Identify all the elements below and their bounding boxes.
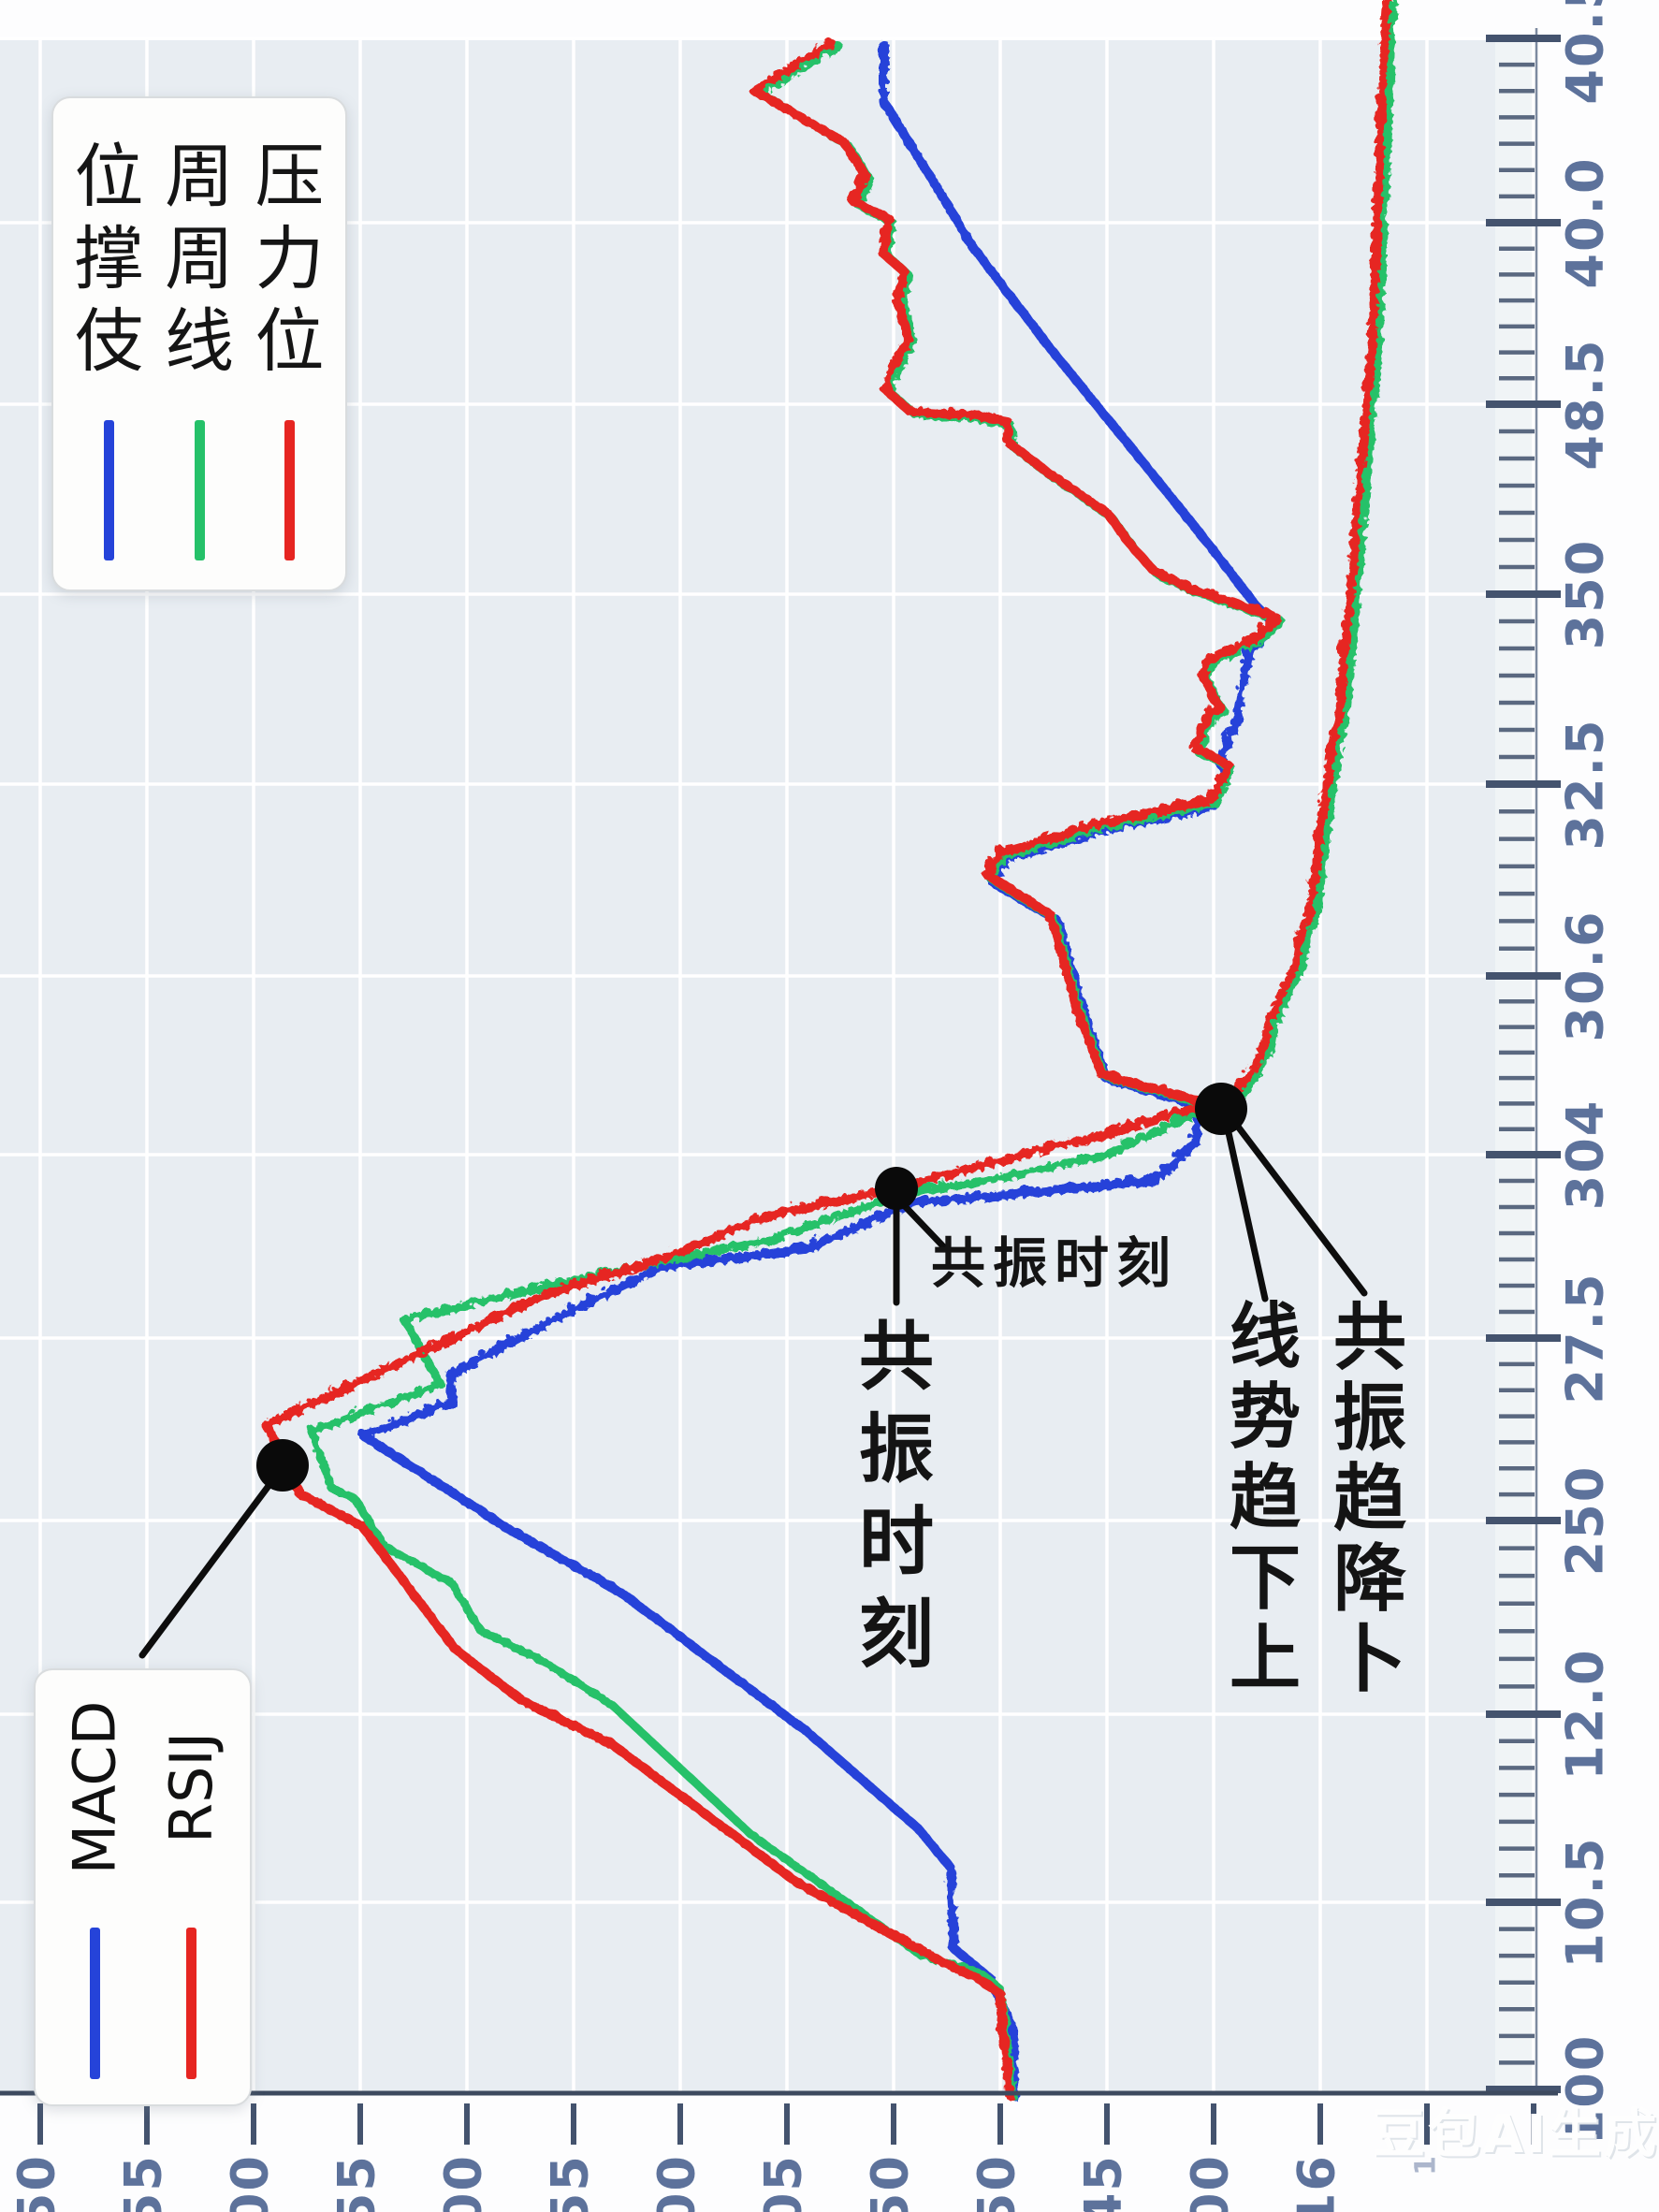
legend-item-RSIJ: RSIJ [153, 1680, 228, 2079]
legend-item-label: RSIJ [156, 1731, 226, 1843]
big-vertical-resonance-moment-char: 振 [859, 1406, 934, 1493]
big-vertical-trend-right-col-char: 降 [1333, 1537, 1406, 1622]
bottom-axis-label: 455 [541, 2154, 600, 2212]
legend-support-pressure: 位撑伎周周线压力位 [51, 96, 347, 591]
resonance-moment-label: 共振时刻 [931, 1231, 1178, 1295]
bottom-axis-label: 250 [968, 2154, 1026, 2212]
legend-label-char: 位 [74, 137, 144, 217]
watermark-shadow: 豆包AI生成 [1375, 2106, 1659, 2167]
bottom-axis-label: 205 [754, 2154, 813, 2212]
big-vertical-resonance-moment-char: 刻 [859, 1592, 934, 1679]
watermark-doubao-ai: 豆包AI生成 [1373, 2104, 1659, 2165]
right-axis-label: 10.5 [1556, 1836, 1615, 1968]
ruler-band [1495, 40, 1536, 2093]
legend-swatch-line [185, 1928, 196, 2079]
annotation-connector [1224, 1125, 1269, 1302]
bottom-axis-label: 455 [327, 2154, 386, 2212]
big-vertical-trend-left-col-char: 上 [1230, 1616, 1301, 1699]
annotation-connector [1231, 1119, 1368, 1297]
bottom-axis-label: 16 [1288, 2154, 1346, 2212]
bottom-axis-label: 1 [1410, 2154, 1443, 2176]
right-axis-label: 40.0 [1556, 156, 1615, 288]
annotation-connector [900, 1201, 947, 1250]
legend-label-char: 力 [255, 219, 325, 299]
big-vertical-resonance-moment-char: 共 [859, 1314, 934, 1401]
legend-item-label: 周周线 [165, 136, 234, 383]
legend-label-char: 压 [255, 137, 325, 217]
big-vertical-trend-right-col-char: 卜 [1333, 1618, 1406, 1702]
bottom-axis-label: 400 [434, 2154, 493, 2212]
legend-item-label: 压力位 [255, 136, 325, 383]
series-red_pressure_vertical [1219, 0, 1390, 1112]
legend-item-MACD: MACD [57, 1680, 132, 2079]
right-axis-label: 30.6 [1556, 910, 1615, 1041]
annotation-connector [138, 1478, 275, 1659]
big-vertical-trend-left-col-char: 势 [1230, 1375, 1301, 1458]
big-vertical-resonance-moment: 共振时刻 [859, 1314, 934, 1679]
bottom-axis-label: 500 [221, 2154, 280, 2212]
legend-swatch-line [89, 1928, 100, 2079]
right-axis-label: 350 [1556, 539, 1615, 650]
big-vertical-trend-left-col-char: 趋 [1230, 1455, 1301, 1538]
bottom-axis: 050 555 500 455 400 455 300 205 250 250 145 100 16 1 [0, 2090, 1558, 2212]
legend-item-压力位: 压力位 [255, 136, 325, 560]
big-vertical-trend-right-col-char: 趋 [1333, 1457, 1406, 1541]
right-axis-label: 304 [1556, 1099, 1615, 1211]
right-axis-label: 250 [1556, 1465, 1615, 1577]
series-green_pressure_vertical [1227, 0, 1396, 1112]
right-axis-label: 12.0 [1556, 1648, 1615, 1780]
legend-item-位撑伎: 位撑伎 [75, 136, 144, 560]
legend-item-label: MACD [60, 1700, 129, 1874]
legend-swatch-line [284, 420, 295, 560]
right-axis-label: 27.5 [1556, 1272, 1615, 1404]
big-vertical-trend-right-col-char: 振 [1333, 1376, 1406, 1461]
legend-label-char: 位 [255, 301, 325, 382]
bottom-axis-label: 300 [648, 2154, 706, 2212]
legend-macd-rsi: MACD RSIJ [34, 1668, 252, 2106]
big-vertical-trend-right-col-char: 共 [1333, 1296, 1406, 1380]
legend-label-char: 周 [165, 137, 234, 217]
big-vertical-trend-left-col-char: 下 [1230, 1535, 1301, 1619]
dot-resonance-upper [1195, 1083, 1247, 1135]
bottom-axis-label: 250 [861, 2154, 920, 2212]
big-vertical-resonance-moment-char: 时 [859, 1499, 934, 1586]
right-axis-label: 100 [1556, 2034, 1615, 2146]
right-axis-label: 48.5 [1556, 338, 1615, 470]
legend-label-char: 撑 [74, 219, 144, 299]
legend-item-周周线: 周周线 [165, 136, 234, 560]
legend-label-char: 伎 [74, 301, 144, 382]
right-axis-label: 40.5 [1556, 0, 1615, 105]
legend-label-char: 周 [165, 219, 234, 299]
bottom-axis-label: 050 [7, 2154, 66, 2212]
right-ruler: 40.5 40.0 48.5 350 32.5 30.6 304 27.5 250 12.0 10.… [1486, 0, 1615, 2145]
legend-label-char: 线 [165, 301, 234, 382]
big-vertical-trend-left-col-char: 线 [1230, 1294, 1301, 1377]
dot-resonance-mid [875, 1167, 918, 1210]
legend-swatch-line [104, 420, 114, 560]
legend-swatch-line [194, 420, 205, 560]
dot-resonance-left [256, 1439, 309, 1492]
bottom-axis-label: 100 [1181, 2154, 1240, 2212]
right-axis-label: 32.5 [1556, 718, 1615, 850]
bottom-axis-label: 145 [1074, 2154, 1133, 2212]
bottom-axis-label: 555 [114, 2154, 173, 2212]
legend-item-label: 位撑伎 [75, 136, 144, 383]
